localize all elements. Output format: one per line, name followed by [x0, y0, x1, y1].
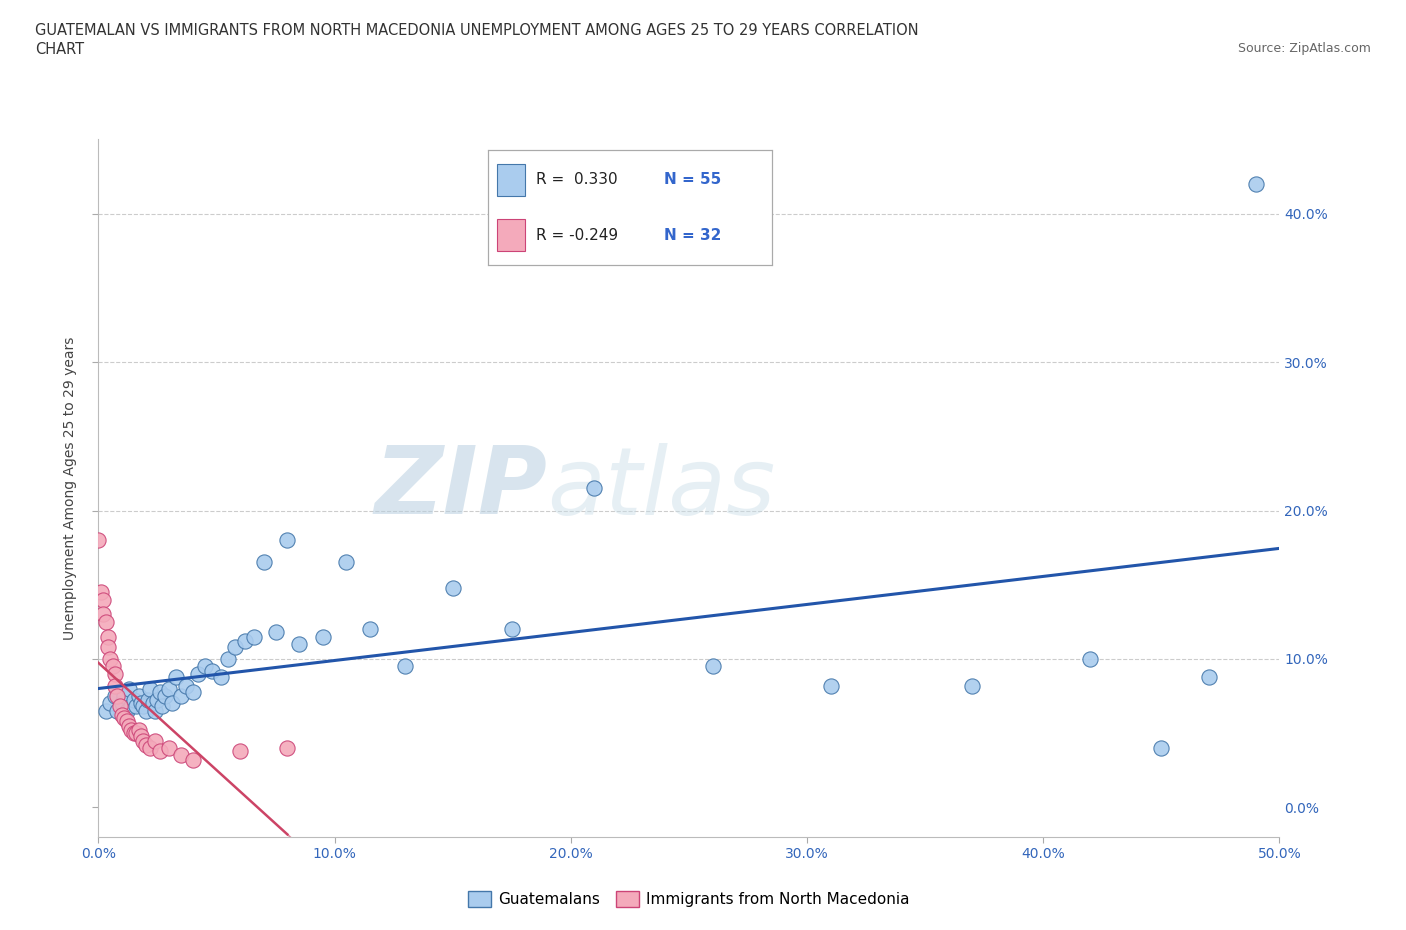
Point: [149, 684, 172, 699]
Text: Source: ZipAtlas.com: Source: ZipAtlas.com: [1237, 42, 1371, 55]
Point: [170, 748, 193, 763]
Point: [143, 733, 166, 748]
Point: [224, 640, 246, 655]
Point: [139, 681, 162, 696]
Point: [125, 725, 148, 740]
Point: [136, 693, 159, 708]
Point: [217, 652, 239, 667]
Point: [111, 696, 134, 711]
Point: [312, 630, 335, 644]
Point: [101, 658, 124, 673]
Point: [121, 699, 143, 714]
Point: [359, 622, 381, 637]
Point: [149, 743, 172, 758]
Point: [394, 658, 416, 673]
Text: ZIP: ZIP: [374, 443, 547, 534]
Legend: Guatemalans, Immigrants from North Macedonia: Guatemalans, Immigrants from North Maced…: [463, 884, 915, 913]
Point: [335, 555, 357, 570]
Point: [135, 737, 157, 752]
Point: [150, 699, 173, 714]
Text: GUATEMALAN VS IMMIGRANTS FROM NORTH MACEDONIA UNEMPLOYMENT AMONG AGES 25 TO 29 Y: GUATEMALAN VS IMMIGRANTS FROM NORTH MACE…: [35, 23, 918, 38]
Point: [104, 678, 127, 693]
Point: [128, 688, 150, 703]
Point: [122, 725, 145, 740]
Point: [187, 666, 209, 681]
Point: [276, 533, 298, 548]
Point: [94, 703, 117, 718]
Point: [91, 592, 114, 607]
Point: [229, 743, 252, 758]
Point: [209, 670, 232, 684]
Point: [174, 678, 197, 693]
Point: [157, 740, 180, 755]
Point: [118, 718, 141, 733]
Point: [194, 658, 217, 673]
Y-axis label: Unemployment Among Ages 25 to 29 years: Unemployment Among Ages 25 to 29 years: [63, 337, 77, 640]
Point: [181, 752, 204, 767]
Point: [146, 693, 169, 708]
Text: CHART: CHART: [35, 42, 84, 57]
Point: [1080, 652, 1102, 667]
Point: [135, 703, 157, 718]
Point: [233, 633, 256, 648]
Point: [121, 723, 143, 737]
Point: [104, 666, 127, 681]
Point: [97, 640, 120, 655]
Point: [98, 652, 121, 667]
Point: [583, 481, 606, 496]
Point: [115, 714, 138, 729]
Point: [1198, 670, 1220, 684]
Point: [132, 733, 155, 748]
Point: [108, 699, 131, 714]
Point: [111, 708, 134, 723]
Point: [170, 688, 193, 703]
Point: [157, 681, 180, 696]
Point: [129, 728, 152, 743]
Point: [118, 681, 141, 696]
Point: [112, 688, 135, 703]
Point: [143, 703, 166, 718]
Point: [105, 688, 128, 703]
Point: [962, 678, 984, 693]
Point: [153, 688, 176, 703]
Point: [128, 723, 150, 737]
Point: [94, 615, 117, 630]
Point: [264, 625, 287, 640]
Point: [243, 630, 266, 644]
Point: [201, 663, 224, 678]
Point: [112, 711, 135, 725]
Point: [1244, 177, 1267, 192]
Text: atlas: atlas: [547, 443, 776, 534]
Point: [142, 696, 165, 711]
Point: [1150, 740, 1173, 755]
Point: [122, 693, 145, 708]
Point: [129, 696, 152, 711]
Point: [288, 637, 311, 652]
Point: [91, 607, 114, 622]
Point: [87, 533, 110, 548]
Point: [820, 678, 842, 693]
Point: [115, 703, 138, 718]
Point: [501, 622, 523, 637]
Point: [98, 696, 121, 711]
Point: [125, 699, 148, 714]
Point: [97, 630, 120, 644]
Point: [90, 585, 112, 600]
Point: [181, 684, 204, 699]
Point: [276, 740, 298, 755]
Point: [165, 670, 187, 684]
Point: [132, 699, 155, 714]
Point: [253, 555, 276, 570]
Point: [104, 688, 127, 703]
Point: [702, 658, 724, 673]
Point: [441, 580, 464, 595]
Point: [139, 740, 162, 755]
Point: [105, 703, 128, 718]
Point: [160, 696, 183, 711]
